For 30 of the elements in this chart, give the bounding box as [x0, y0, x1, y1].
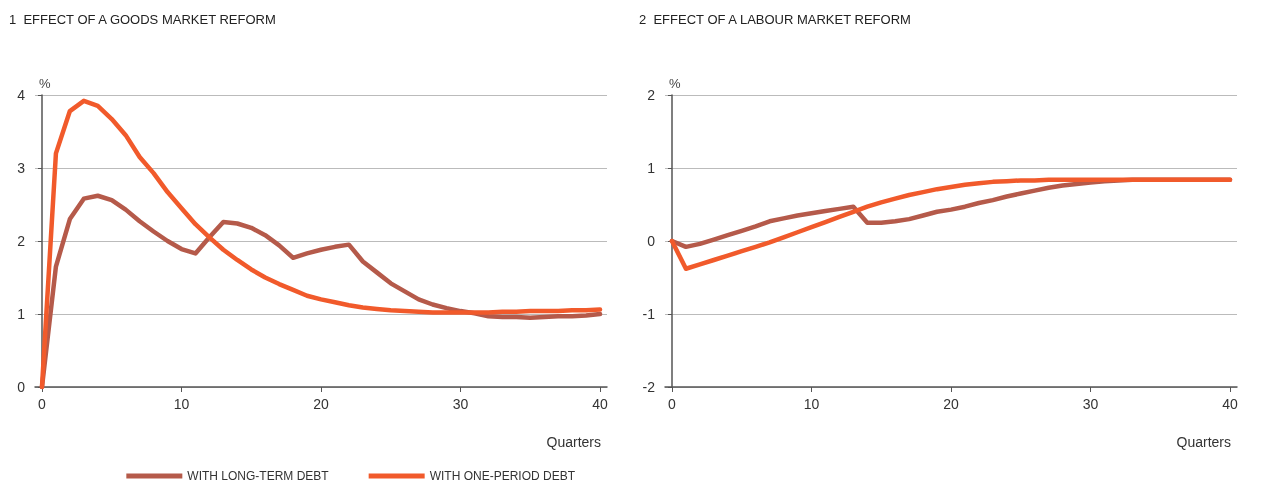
- line-series: [39, 98, 603, 390]
- y-axis-title: %: [669, 76, 681, 91]
- chart-title: 1 EFFECT OF A GOODS MARKET REFORM: [9, 12, 276, 27]
- x-tick-label: 40: [1222, 396, 1239, 412]
- y-tick-label: 1: [17, 306, 26, 322]
- x-tick-label: 0: [668, 396, 677, 412]
- y-tick-label: 2: [647, 87, 656, 103]
- y-tick-label: 1: [647, 160, 656, 176]
- y-tick-label: -2: [642, 379, 656, 395]
- y-tick-label: 2: [17, 233, 26, 249]
- y-tick-label: 4: [17, 87, 26, 103]
- x-tick-label: 10: [173, 396, 190, 412]
- x-axis-title: Quarters: [1176, 434, 1232, 450]
- y-tick-label: 0: [647, 233, 656, 249]
- chart-title: 2 EFFECT OF A LABOUR MARKET REFORM: [639, 12, 911, 27]
- legend-label: WITH ONE-PERIOD DEBT: [429, 469, 576, 483]
- x-tick-label: 0: [38, 396, 47, 412]
- legend-label: WITH LONG-TERM DEBT: [187, 469, 330, 483]
- y-tick-label: 0: [17, 379, 26, 395]
- x-tick-label: 20: [313, 396, 329, 412]
- y-tick-label: 3: [17, 160, 26, 176]
- x-tick-label: 40: [592, 396, 609, 412]
- x-tick-label: 20: [943, 396, 959, 412]
- x-tick-label: 10: [803, 396, 820, 412]
- x-tick-label: 30: [1082, 396, 1099, 412]
- x-tick-label: 30: [452, 396, 469, 412]
- x-axis-title: Quarters: [546, 434, 602, 450]
- line-series: [669, 177, 1233, 271]
- y-tick-label: -1: [642, 306, 656, 322]
- y-axis-title: %: [39, 76, 51, 91]
